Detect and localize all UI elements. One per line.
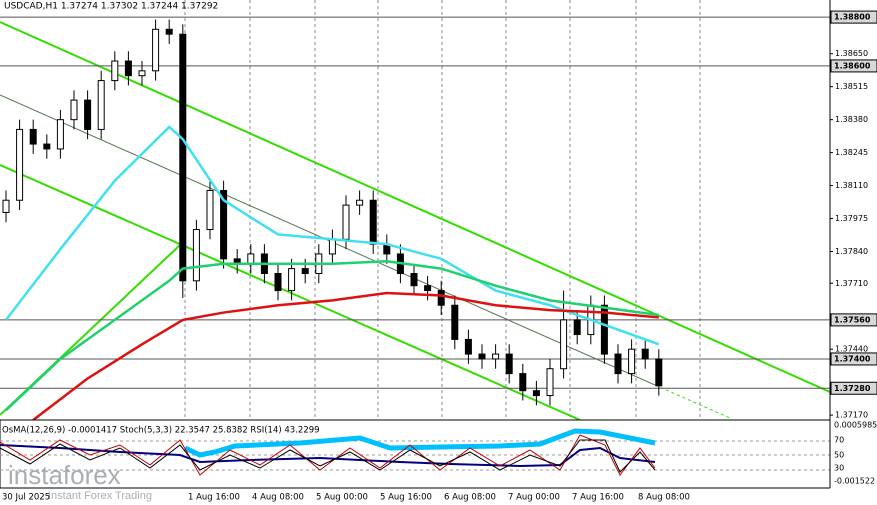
y-tick-label: 1.37840 — [835, 247, 868, 256]
level-box — [830, 59, 877, 73]
indicator-label: OsMA(12,26,9) -0.0001417 Stoch(5,3,3) 22… — [2, 426, 320, 436]
time-label: 7 Aug 00:00 — [508, 493, 560, 503]
y-tick-label: 1.37440 — [835, 345, 868, 354]
candle-body — [84, 99, 92, 130]
moving-average — [5, 260, 659, 412]
candle-body — [628, 348, 636, 375]
candle-body — [560, 319, 568, 370]
candle-body — [70, 99, 78, 121]
plot — [0, 16, 830, 421]
candle-body — [451, 304, 459, 340]
candle-body — [29, 128, 37, 145]
time-labels: 30 Jul 2025 1 Aug 16:00 4 Aug 08:00 5 Aug 0… — [2, 493, 690, 503]
candle-body — [424, 285, 432, 292]
candle-body — [410, 272, 418, 287]
moving-average — [32, 291, 659, 421]
candle-body — [124, 60, 132, 77]
candle-body — [43, 143, 51, 150]
indicator-axis-label: 30 — [834, 464, 844, 473]
candle-body — [56, 119, 64, 150]
y-tick-label: 1.38380 — [835, 115, 868, 124]
y-tick-label: 1.38110 — [835, 181, 868, 190]
candle-body — [600, 304, 608, 355]
candle-body — [2, 199, 10, 213]
y-tick-label: 1.37710 — [835, 279, 868, 288]
level-label: 1.37560 — [834, 315, 871, 324]
chart-title: USDCAD,H1 1.37274 1.37302 1.37244 1.3729… — [4, 2, 218, 12]
level-box — [830, 10, 877, 24]
candle-body — [328, 238, 336, 255]
candle-body — [437, 290, 445, 306]
candle-body — [206, 189, 214, 231]
level-label: 1.38600 — [834, 61, 871, 70]
watermark: instaforex — [8, 460, 121, 490]
candle-body — [97, 80, 105, 130]
level-label: 1.38800 — [834, 13, 871, 22]
y-tick-label: 1.37170 — [835, 411, 868, 420]
time-label: 5 Aug 16:00 — [380, 493, 432, 503]
candle-body — [16, 128, 24, 201]
time-label: 8 Aug 08:00 — [638, 493, 690, 503]
candle-body — [505, 353, 513, 375]
moving-average — [5, 125, 660, 346]
price-axis-bg — [830, 0, 877, 505]
candle-body — [464, 338, 472, 355]
indicator-lines — [0, 428, 830, 476]
candle-body — [192, 229, 200, 282]
indicator-axis-label: 70 — [834, 436, 844, 445]
candle-body — [152, 28, 160, 72]
level-label: 1.37280 — [834, 384, 871, 393]
level-label: 1.37400 — [834, 354, 871, 363]
projection — [654, 384, 731, 419]
candle-body — [247, 253, 255, 265]
candle-body — [288, 268, 296, 292]
time-label: 7 Aug 16:00 — [572, 493, 624, 503]
candle-body — [532, 390, 540, 397]
time-label: 5 Aug 00:00 — [316, 493, 368, 503]
indicator-panel — [0, 419, 831, 489]
candle-body — [220, 189, 228, 260]
candle-body — [301, 268, 309, 274]
level-box — [830, 352, 877, 366]
y-tick-label: 1.38515 — [835, 82, 868, 91]
candle-body — [274, 272, 282, 292]
indicator-axis-label: 0.0005985 — [834, 421, 877, 430]
indicator-axis-label: 50 — [834, 451, 844, 460]
y-tick-label: 1.38245 — [835, 148, 868, 157]
y-tick-label: 1.38650 — [835, 49, 868, 58]
candle-body — [655, 358, 663, 387]
candle-body — [179, 33, 187, 282]
candle-body — [369, 199, 377, 245]
candle-body — [492, 353, 500, 360]
candle-body — [478, 353, 486, 360]
time-label: 30 Jul 2025 — [2, 493, 50, 503]
candle-body — [138, 70, 146, 77]
candle-body — [546, 368, 554, 397]
time-label: 4 Aug 08:00 — [252, 493, 304, 503]
time-label: 6 Aug 08:00 — [444, 493, 496, 503]
candle-body — [342, 204, 350, 240]
candle-body — [356, 199, 364, 206]
candle-body — [165, 28, 173, 35]
candle-body — [519, 373, 527, 392]
watermark-sub: Instant Forex Trading — [48, 490, 152, 502]
candle-body — [641, 348, 649, 360]
candle-body — [573, 319, 581, 336]
time-label: 1 Aug 16:00 — [188, 493, 240, 503]
level-box — [830, 313, 877, 327]
candle-body — [111, 60, 119, 82]
indicator-axis-label: -0.001522 — [834, 477, 875, 486]
y-tick-label: 1.37975 — [835, 214, 868, 223]
level-box — [830, 381, 877, 395]
candle-body — [614, 353, 622, 375]
